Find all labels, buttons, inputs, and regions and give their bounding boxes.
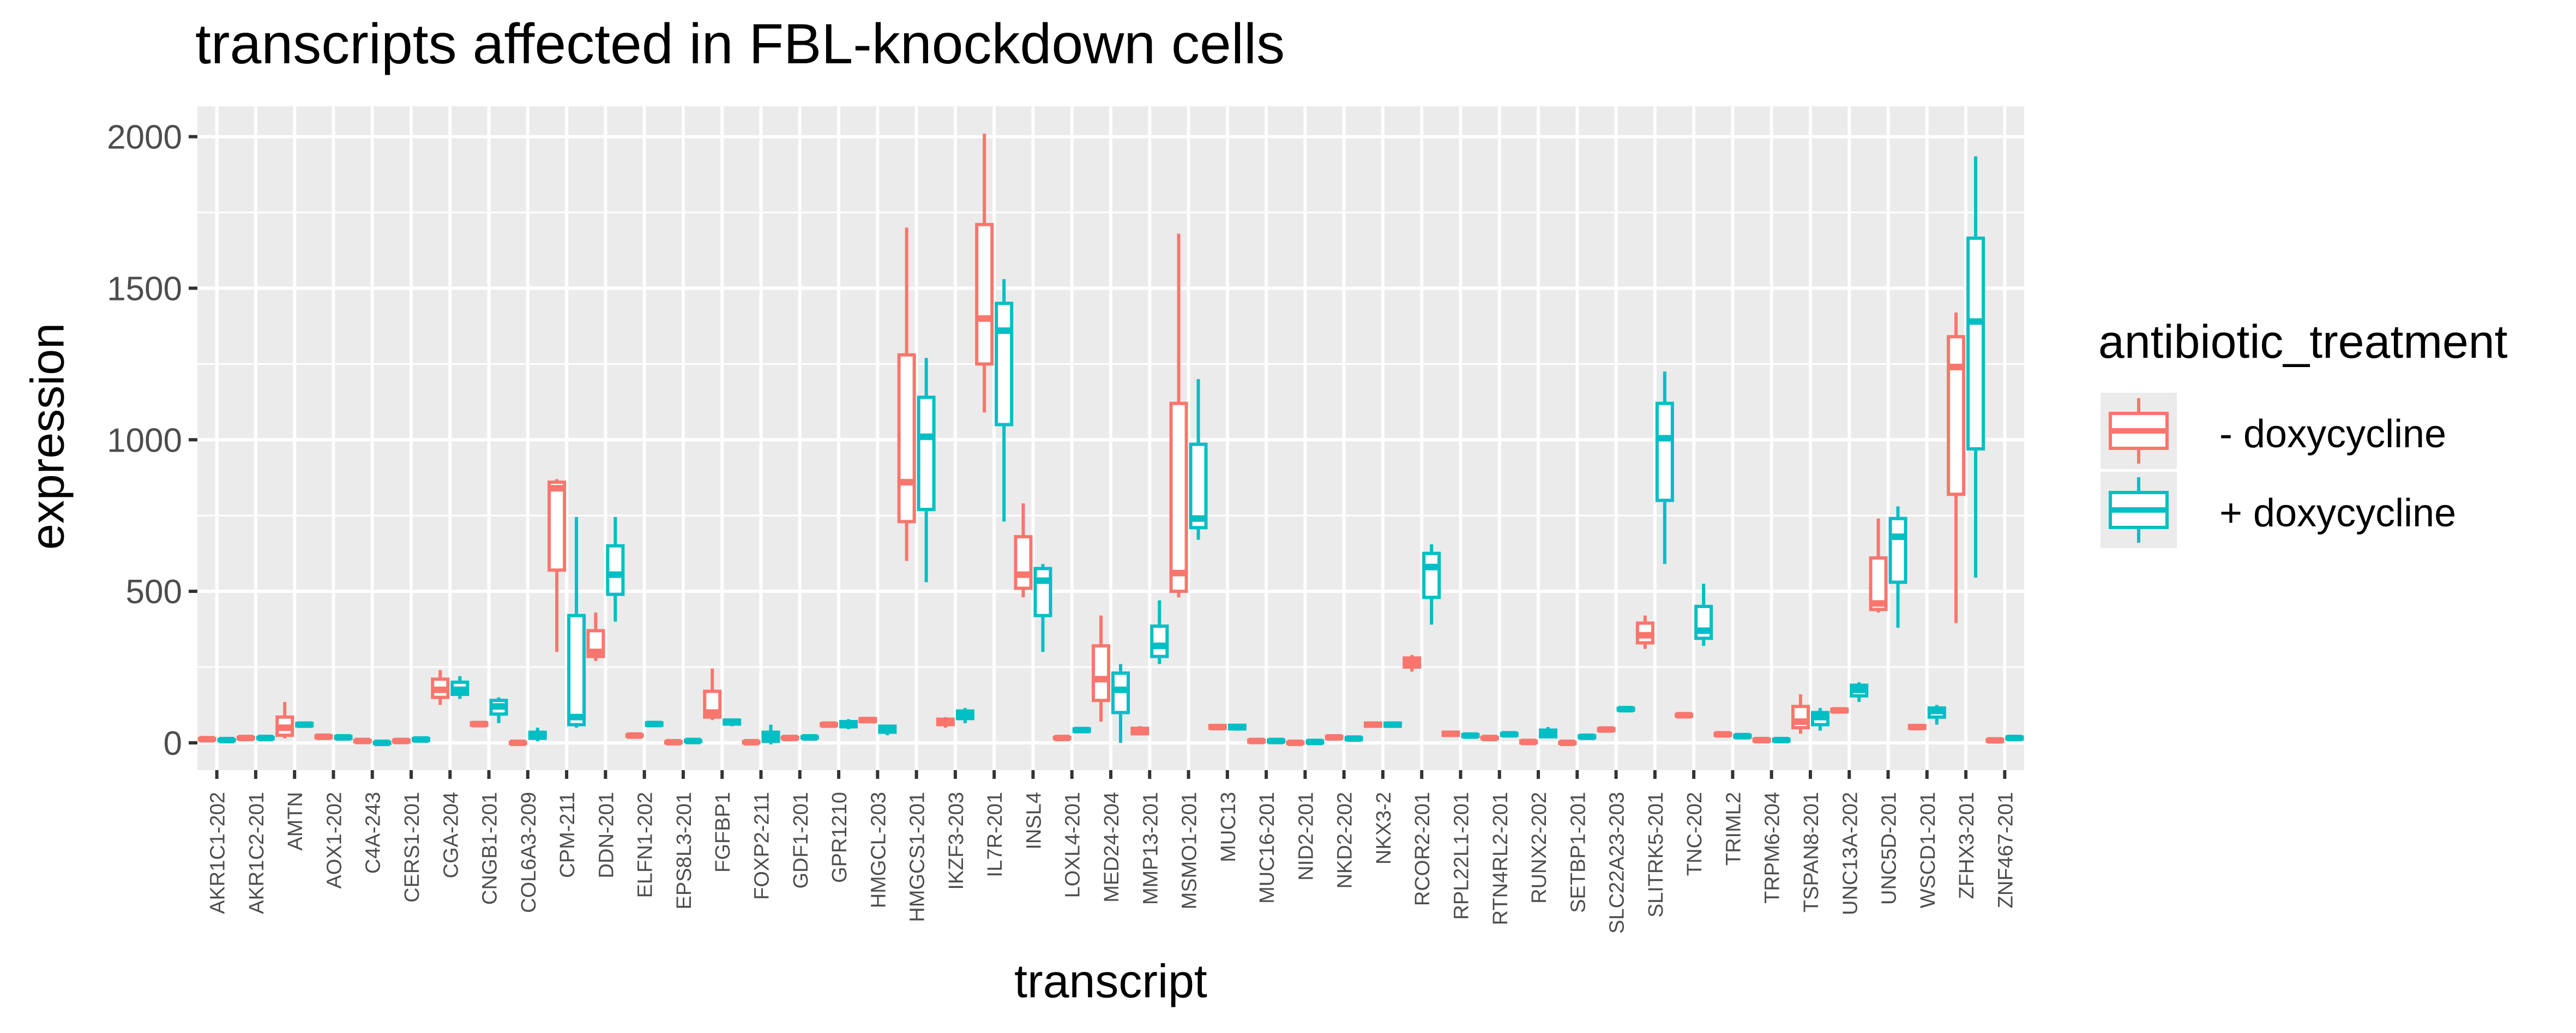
legend-title: antibiotic_treatment <box>2098 316 2508 368</box>
box-INSL4-plus <box>1033 567 1052 617</box>
x-tick-label-MUC13: MUC13 <box>1217 792 1240 862</box>
x-tick-label-ELFN1-202: ELFN1-202 <box>634 792 657 898</box>
x-tick-label-TNC-202: TNC-202 <box>1683 792 1706 876</box>
x-tick-label-AMTN: AMTN <box>284 792 307 851</box>
box-MMP13-201-plus <box>1150 624 1169 658</box>
box-MSMO1-201-plus <box>1189 442 1208 530</box>
box-RCOR2-201-plus <box>1422 551 1441 599</box>
x-tick-label-CNGB1-201: CNGB1-201 <box>479 792 502 905</box>
legend-label-minus-doxycycline: - doxycycline <box>2219 412 2447 456</box>
chart-title: transcripts affected in FBL-knockdown ce… <box>195 13 1285 76</box>
x-tick-label-AKR1C2-201: AKR1C2-201 <box>245 792 268 914</box>
x-tick-label-UNC5D-201: UNC5D-201 <box>1878 792 1901 905</box>
x-tick-label-MUC16-201: MUC16-201 <box>1256 792 1279 904</box>
x-tick-label-SLITRK5-201: SLITRK5-201 <box>1645 792 1668 917</box>
x-tick-label-RUNX2-202: RUNX2-202 <box>1528 792 1551 904</box>
box-SLITRK5-201-plus <box>1655 401 1674 502</box>
box-CPM-211-plus <box>567 614 586 726</box>
box-ZFHX3-201-plus <box>1966 236 1985 451</box>
box-UNC5D-201-plus <box>1888 516 1907 584</box>
y-tick-label-1000: 1000 <box>107 422 182 459</box>
box-IL7R-201-plus <box>995 302 1014 427</box>
x-tick-label-NKD2-202: NKD2-202 <box>1334 792 1357 888</box>
x-tick-label-AKR1C1-202: AKR1C1-202 <box>207 792 230 914</box>
x-tick-label-CGA-204: CGA-204 <box>440 792 462 878</box>
x-tick-label-INSL4: INSL4 <box>1022 792 1045 850</box>
x-tick-label-LOXL4-201: LOXL4-201 <box>1062 792 1085 898</box>
x-tick-label-COL6A3-209: COL6A3-209 <box>517 792 540 913</box>
y-tick-label-1500: 1500 <box>107 270 182 308</box>
x-tick-label-RTN4RL2-201: RTN4RL2-201 <box>1489 792 1512 925</box>
x-tick-label-IL7R-201: IL7R-201 <box>984 792 1007 877</box>
x-tick-label-RPL22L1-201: RPL22L1-201 <box>1450 792 1473 920</box>
x-tick-label-HMGCL-203: HMGCL-203 <box>867 792 890 908</box>
x-tick-label-TRPM6-204: TRPM6-204 <box>1761 792 1784 904</box>
x-tick-label-C4A-243: C4A-243 <box>362 792 385 874</box>
y-axis-label: expression <box>21 323 74 550</box>
x-tick-label-MMP13-201: MMP13-201 <box>1139 792 1162 905</box>
x-tick-label-RCOR2-201: RCOR2-201 <box>1411 792 1434 906</box>
x-tick-label-SLC22A23-203: SLC22A23-203 <box>1606 792 1629 934</box>
x-tick-label-TRIML2: TRIML2 <box>1722 792 1745 866</box>
x-tick-label-HMGCS1-201: HMGCS1-201 <box>906 792 929 922</box>
y-tick-label-0: 0 <box>164 725 182 762</box>
x-tick-label-SETBP1-201: SETBP1-201 <box>1567 792 1590 913</box>
x-tick-label-EPS8L3-201: EPS8L3-201 <box>673 792 696 910</box>
x-tick-label-GPR1210: GPR1210 <box>828 792 851 883</box>
box-IL7R-201-minus <box>975 223 994 366</box>
x-tick-label-WSCD1-201: WSCD1-201 <box>1917 792 1940 908</box>
x-tick-label-NID2-201: NID2-201 <box>1295 792 1317 881</box>
box-DDN-201-plus <box>606 544 625 596</box>
y-tick-label-500: 500 <box>126 573 182 611</box>
box-INSL4-minus <box>1014 535 1033 590</box>
x-tick-label-UNC13A-202: UNC13A-202 <box>1839 792 1862 915</box>
x-tick-label-MSMO1-201: MSMO1-201 <box>1178 792 1201 909</box>
x-tick-label-GDF1-201: GDF1-201 <box>790 792 812 888</box>
x-tick-label-ZFHX3-201: ZFHX3-201 <box>1955 792 1978 899</box>
x-tick-label-MED24-204: MED24-204 <box>1100 792 1123 903</box>
box-ZFHX3-201-minus <box>1947 335 1966 496</box>
x-tick-label-TSPAN8-201: TSPAN8-201 <box>1800 792 1823 912</box>
x-tick-label-ZNF467-201: ZNF467-201 <box>1994 792 2017 908</box>
x-tick-label-FOXP2-211: FOXP2-211 <box>751 792 774 900</box>
box-MSMO1-201-minus <box>1169 401 1188 593</box>
x-tick-label-DDN-201: DDN-201 <box>595 792 618 878</box>
box-HMGCS1-201-minus <box>897 353 916 524</box>
box-CPM-211-minus <box>547 481 567 572</box>
x-tick-label-CERS1-201: CERS1-201 <box>401 792 424 903</box>
x-tick-label-CPM-211: CPM-211 <box>556 792 579 878</box>
x-axis-label: transcript <box>1014 955 1207 1008</box>
box-HMGCS1-201-plus <box>917 395 936 512</box>
x-tick-label-FGFBP1: FGFBP1 <box>712 792 735 873</box>
box-MED24-204-minus <box>1092 644 1110 702</box>
x-tick-label-IKZF3-203: IKZF3-203 <box>945 792 968 890</box>
x-tick-label-NKX3-2: NKX3-2 <box>1373 792 1395 864</box>
x-tick-label-AOX1-202: AOX1-202 <box>323 792 346 888</box>
legend-label-plus-doxycycline: + doxycycline <box>2219 491 2457 535</box>
y-tick-label-2000: 2000 <box>107 119 182 157</box>
